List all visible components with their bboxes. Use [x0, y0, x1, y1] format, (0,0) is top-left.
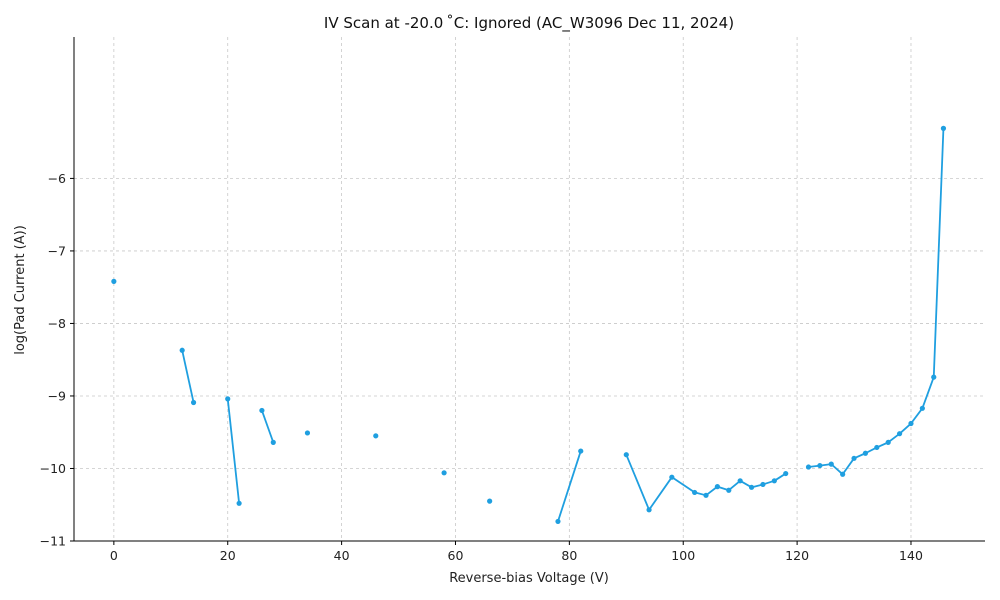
- x-axis-label: Reverse-bias Voltage (V): [449, 571, 609, 586]
- data-point: [703, 492, 709, 498]
- data-point: [805, 464, 812, 470]
- ticks: 0 20 40 60 80 100 120 140 −11 −10 −9 −8 −7 −6: [40, 171, 923, 563]
- data-point: [783, 470, 789, 477]
- y-tick-label: −9: [48, 388, 66, 403]
- x-tick-label: 40: [334, 548, 350, 563]
- y-tick-label: −8: [48, 316, 66, 331]
- data-point: [896, 431, 903, 437]
- axes: [73, 37, 985, 542]
- x-tick-label: 100: [671, 548, 695, 563]
- x-tick-label: 0: [110, 548, 118, 563]
- data-point: [270, 439, 276, 445]
- y-tick-label: −11: [40, 534, 66, 549]
- y-tick-label: −10: [40, 461, 66, 476]
- data-point: [692, 489, 698, 496]
- data-point: [940, 125, 947, 131]
- data-point: [817, 462, 823, 469]
- data-point: [373, 433, 379, 439]
- x-tick-label: 80: [561, 548, 577, 563]
- data-point: [874, 444, 880, 451]
- series-line: [261, 410, 275, 443]
- data-point: [714, 484, 720, 490]
- series-line: [181, 350, 195, 403]
- data-point: [669, 474, 675, 480]
- data-point: [646, 507, 652, 513]
- data-point: [190, 399, 197, 406]
- series-line: [808, 128, 945, 476]
- data-point: [578, 448, 584, 454]
- x-tick-label: 60: [448, 548, 464, 563]
- x-tick-label: 120: [785, 548, 809, 563]
- data-point: [931, 374, 937, 380]
- data-point: [862, 450, 869, 456]
- data-point: [748, 484, 755, 490]
- data-point: [726, 487, 732, 493]
- x-tick-label: 140: [899, 548, 923, 563]
- data-point: [737, 478, 743, 484]
- data-point: [760, 481, 766, 488]
- data-point: [487, 498, 493, 504]
- data-point: [851, 455, 857, 461]
- series-line: [557, 450, 582, 522]
- data-point: [908, 420, 914, 427]
- x-tick-label: 20: [220, 548, 236, 563]
- data-point: [919, 405, 925, 411]
- series: [111, 125, 947, 525]
- data-point: [259, 407, 265, 414]
- series-line: [226, 398, 241, 504]
- data-point: [885, 439, 891, 445]
- grid: [74, 37, 985, 542]
- data-point: [623, 452, 629, 458]
- y-tick-label: −6: [48, 171, 66, 186]
- chart-title: IV Scan at -20.0 ˚C: Ignored (AC_W3096 D…: [324, 14, 734, 33]
- y-axis-label: log(Pad Current (A)): [13, 225, 28, 355]
- data-point: [828, 461, 834, 467]
- data-point: [555, 518, 561, 525]
- data-point: [441, 470, 447, 476]
- data-point: [236, 500, 242, 506]
- data-point: [225, 396, 231, 402]
- data-point: [111, 278, 117, 284]
- data-point: [840, 471, 846, 477]
- y-tick-label: −7: [48, 243, 66, 258]
- data-point: [304, 430, 311, 436]
- data-point: [179, 347, 185, 353]
- data-point: [771, 478, 777, 484]
